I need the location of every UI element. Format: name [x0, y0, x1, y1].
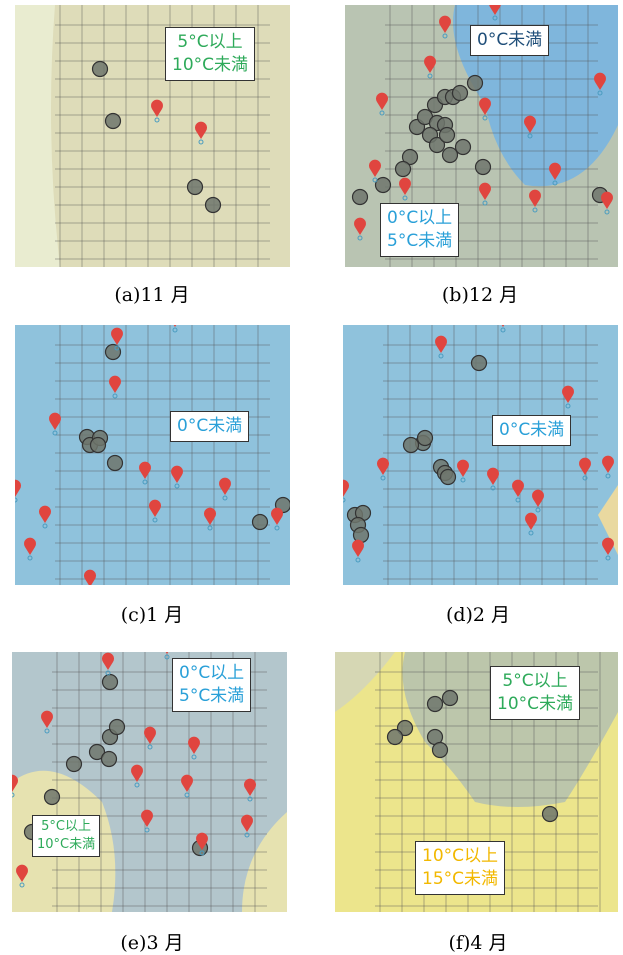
station: [45, 790, 60, 805]
station: [388, 730, 403, 745]
caption: (c)1 月: [52, 600, 252, 627]
station: [453, 86, 468, 101]
caption: (a)11 月: [52, 280, 252, 307]
label-line: 0°C未満: [477, 29, 542, 52]
label-line: 0°C未満: [499, 419, 564, 442]
label-line: 10°C未満: [172, 54, 248, 77]
label-line: 5°C未満: [179, 685, 244, 708]
station: [418, 431, 433, 446]
station: [106, 114, 121, 129]
station: [103, 675, 118, 690]
label-box: 0°C以上5°C未満: [172, 658, 251, 712]
station: [188, 180, 203, 195]
label-box: 0°C未満: [470, 25, 549, 56]
station: [440, 128, 455, 143]
label-line: 0°C以上: [179, 662, 244, 685]
station: [441, 470, 456, 485]
page: 5°C以上10°C未満 (a)11 月 0°C未満 0°C以上5°C未満 (b)…: [0, 0, 623, 953]
label-box: 0°C以上5°C未満: [380, 203, 459, 257]
label-box: 0°C未満: [170, 411, 249, 442]
station: [443, 148, 458, 163]
station: [253, 515, 268, 530]
station: [433, 743, 448, 758]
station: [93, 62, 108, 77]
station: [472, 356, 487, 371]
map-panel: 0°C未満: [15, 325, 290, 585]
label-line: 10°C以上: [422, 845, 498, 868]
label-box: 10°C以上15°C未満: [415, 841, 505, 895]
caption: (f)4 月: [378, 928, 578, 955]
station: [428, 697, 443, 712]
station: [110, 720, 125, 735]
station: [91, 438, 106, 453]
map: [15, 325, 290, 585]
label-box: 5°C以上10°C未満: [490, 666, 580, 720]
label-line: 10°C未満: [497, 693, 573, 716]
label-line: 0°C以上: [387, 207, 452, 230]
station: [353, 190, 368, 205]
station: [543, 807, 558, 822]
station: [404, 438, 419, 453]
label-box: 5°C以上10°C未満: [165, 27, 255, 81]
caption: (d)2 月: [378, 600, 578, 627]
label-line: 0°C未満: [177, 415, 242, 438]
caption: (b)12 月: [380, 280, 580, 307]
label-line: 15°C未満: [422, 868, 498, 891]
station: [456, 140, 471, 155]
label-line: 5°C以上: [37, 818, 95, 836]
label-line: 5°C未満: [387, 230, 452, 253]
station: [396, 162, 411, 177]
label-box: 0°C未満: [492, 415, 571, 446]
station: [476, 160, 491, 175]
map-panel: 0°C未満: [343, 325, 618, 585]
station: [102, 752, 117, 767]
map: [343, 325, 618, 585]
label-line: 10°C未満: [37, 836, 95, 854]
station: [376, 178, 391, 193]
label-line: 5°C以上: [172, 31, 248, 54]
station: [468, 76, 483, 91]
station: [108, 456, 123, 471]
label-line: 5°C以上: [497, 670, 573, 693]
map-panel: 0°C以上5°C未満 5°C以上10°C未満: [12, 652, 287, 912]
station: [206, 198, 221, 213]
station: [443, 691, 458, 706]
station: [67, 757, 82, 772]
caption: (e)3 月: [52, 928, 252, 955]
